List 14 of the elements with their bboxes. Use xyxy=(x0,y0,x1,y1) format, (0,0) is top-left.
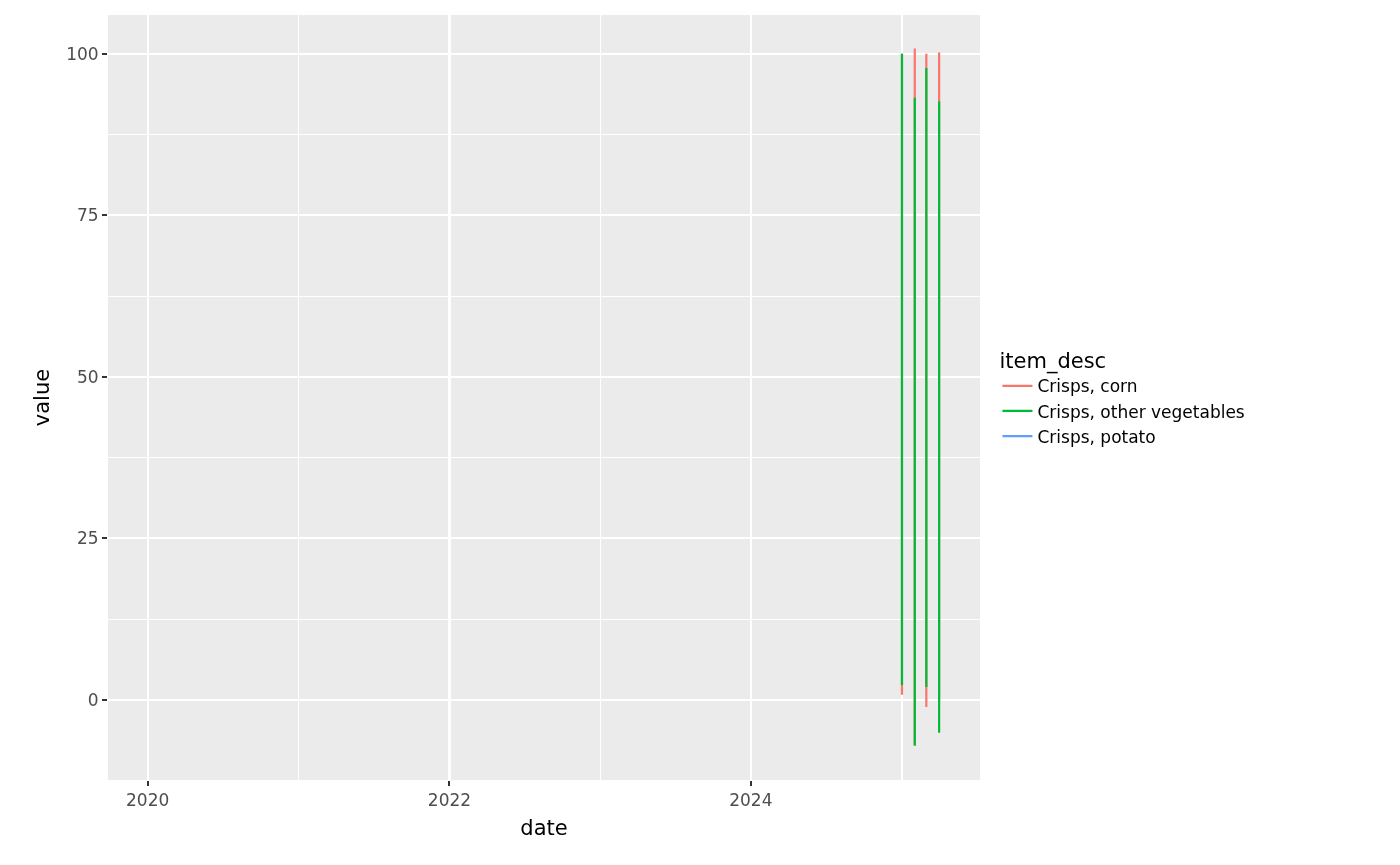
x-axis-title: date xyxy=(520,815,568,840)
x-tick-label: 2024 xyxy=(729,790,773,811)
legend-label: Crisps, corn xyxy=(1037,376,1138,397)
y-tick-label: 50 xyxy=(76,366,99,387)
y-tick-label: 25 xyxy=(76,528,99,549)
y-axis-title: value xyxy=(30,368,55,427)
x-tick-label: 2022 xyxy=(427,790,472,811)
legend-title: item_desc xyxy=(999,349,1107,375)
legend-label: Crisps, potato xyxy=(1037,426,1156,447)
x-tick-label: 2020 xyxy=(126,790,170,811)
legend-label: Crisps, other vegetables xyxy=(1037,401,1245,422)
y-tick-label: 75 xyxy=(76,205,99,226)
y-tick-label: 0 xyxy=(87,689,99,710)
y-tick-label: 100 xyxy=(66,43,99,64)
